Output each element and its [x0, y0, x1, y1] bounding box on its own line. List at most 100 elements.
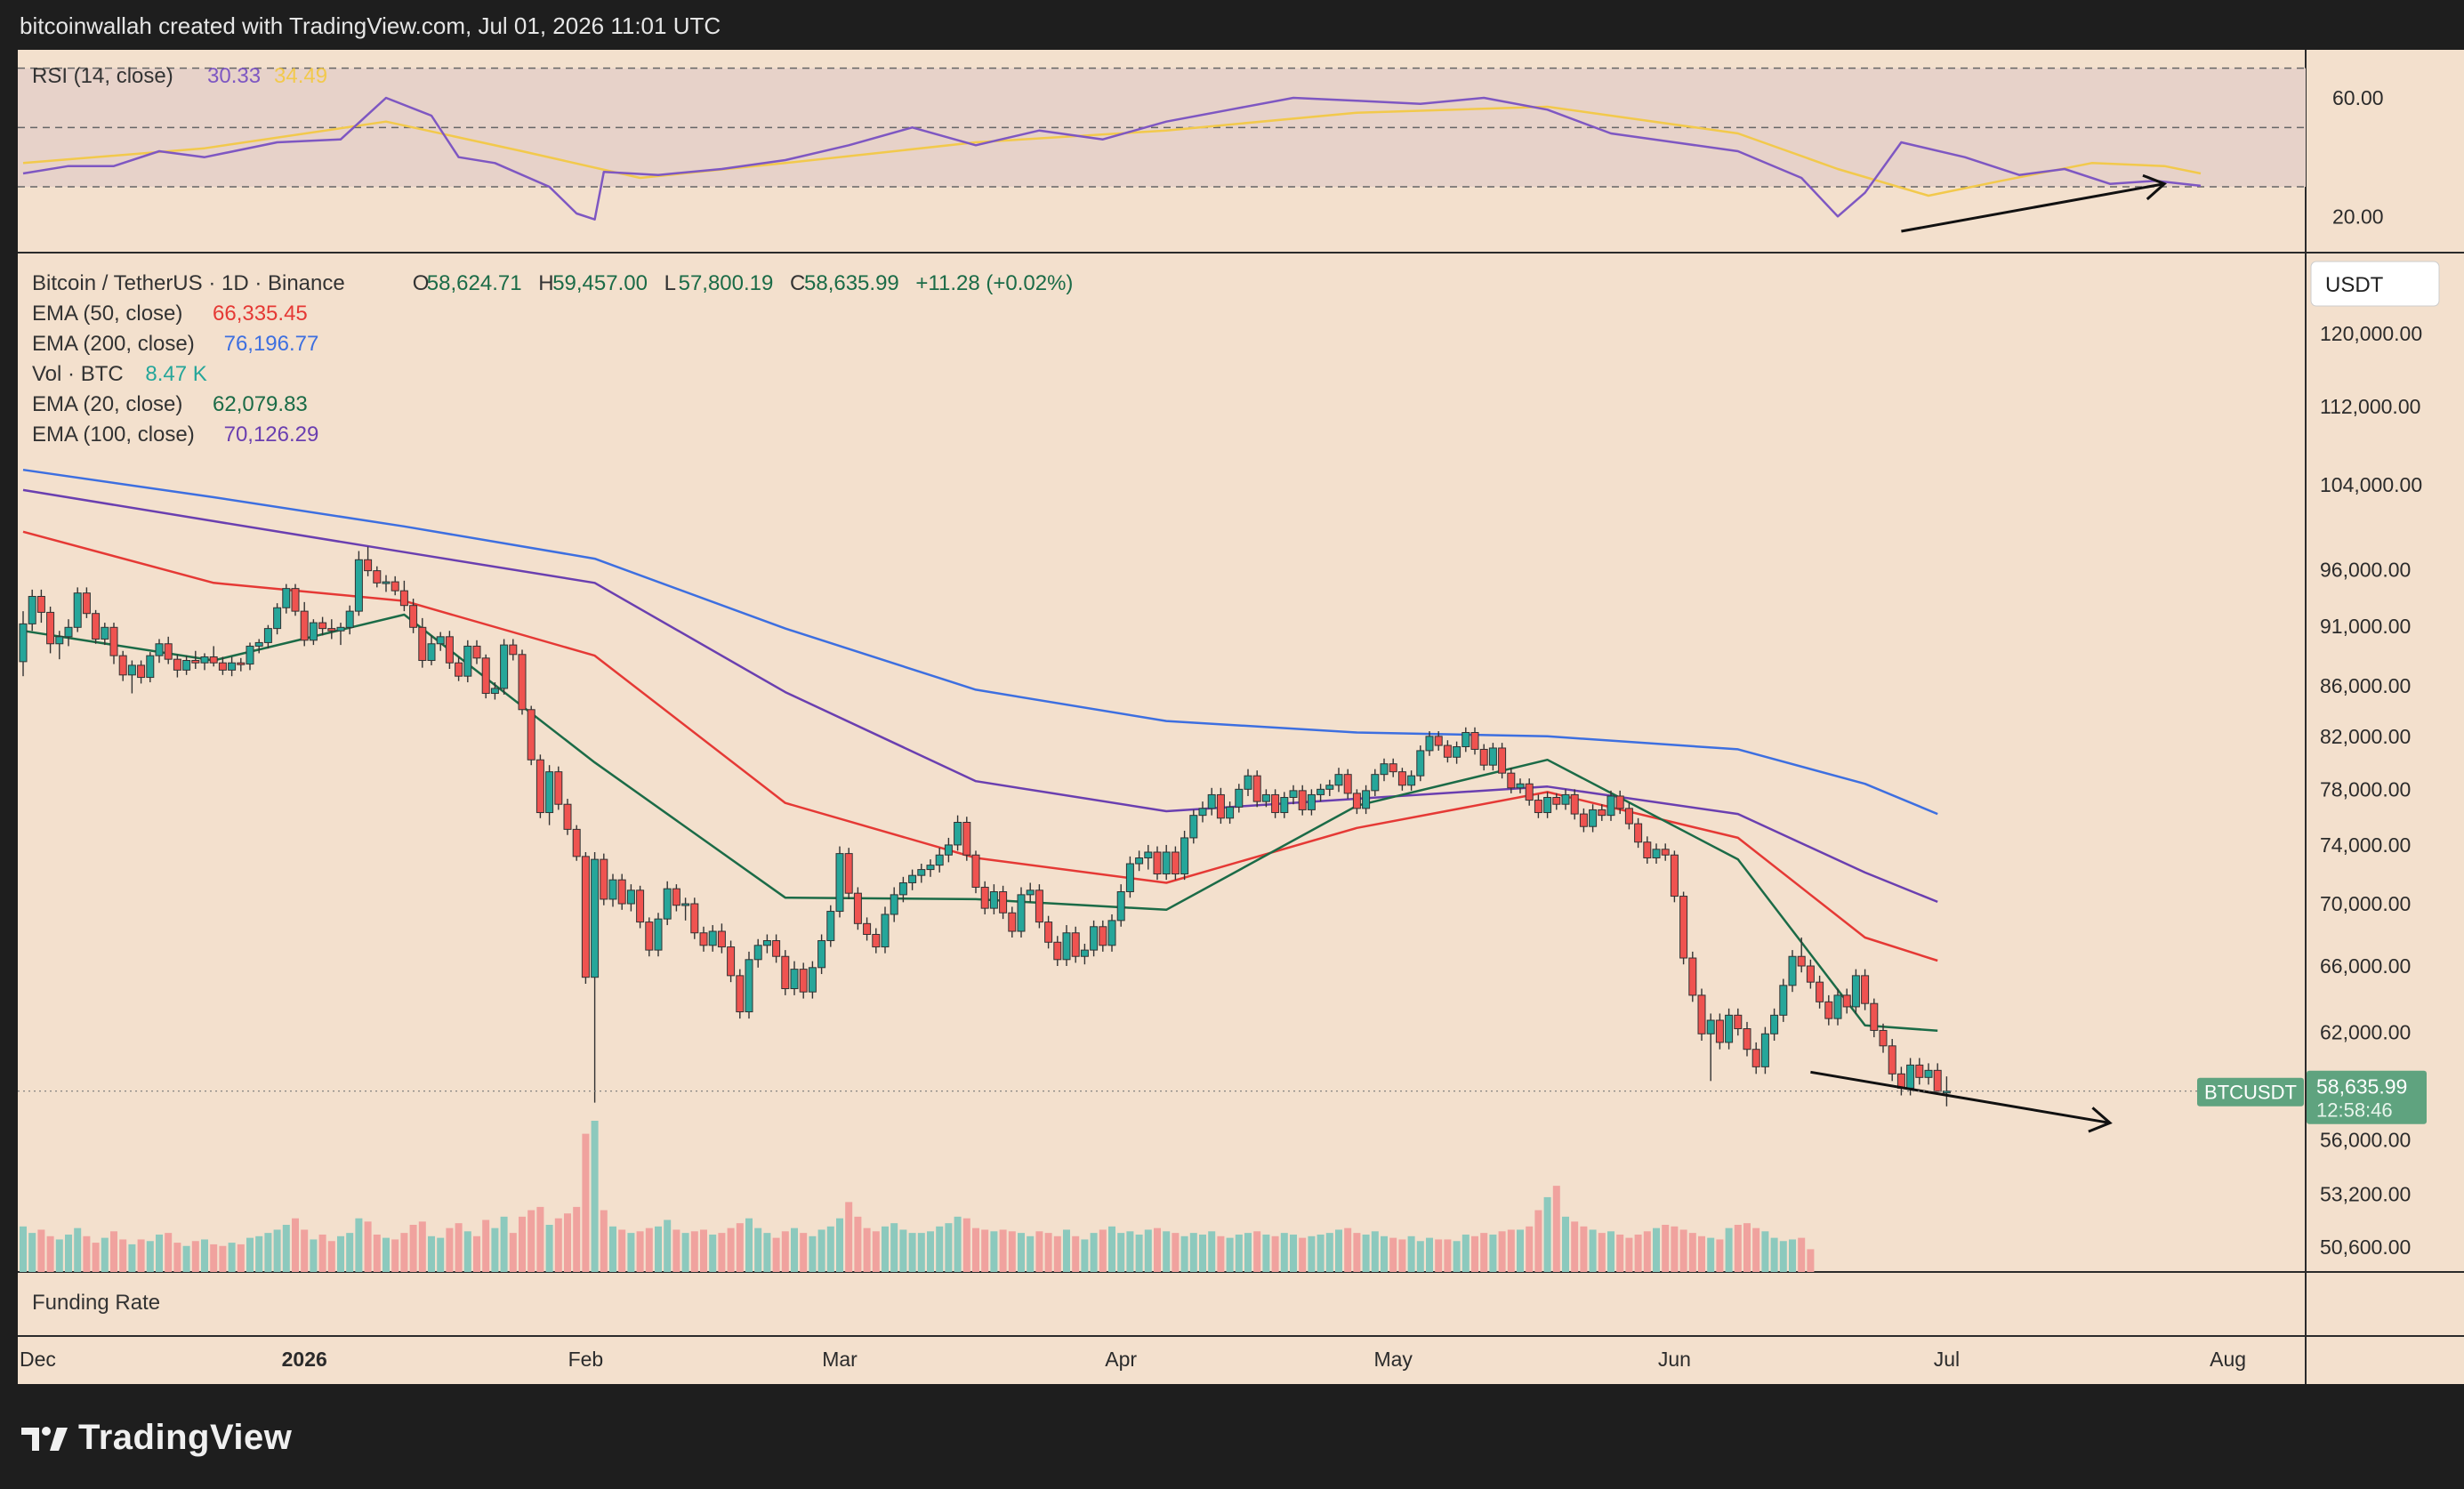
candle[interactable]	[1053, 941, 1062, 961]
candle[interactable]	[1352, 793, 1361, 809]
candle[interactable]	[1652, 849, 1661, 858]
tradingview-logo[interactable]: TradingView	[20, 1418, 292, 1458]
candle[interactable]	[527, 709, 535, 761]
candle[interactable]	[1570, 793, 1579, 815]
candle[interactable]	[1516, 783, 1525, 789]
candle[interactable]	[690, 903, 699, 934]
candle[interactable]	[745, 959, 753, 1013]
candle[interactable]	[291, 588, 300, 612]
candle[interactable]	[654, 918, 663, 951]
candle[interactable]	[917, 869, 926, 876]
candle[interactable]	[46, 611, 55, 645]
candle[interactable]	[645, 922, 654, 951]
candle[interactable]	[1760, 1033, 1769, 1067]
candle[interactable]	[1189, 815, 1198, 839]
candle[interactable]	[799, 969, 808, 993]
candle[interactable]	[36, 595, 45, 613]
candle[interactable]	[971, 854, 980, 888]
candle[interactable]	[890, 894, 898, 915]
candle[interactable]	[1933, 1069, 1942, 1092]
candle[interactable]	[1407, 775, 1416, 786]
candle[interactable]	[935, 854, 944, 866]
candle[interactable]	[1453, 746, 1461, 758]
candle[interactable]	[1317, 788, 1325, 795]
candle[interactable]	[1116, 891, 1125, 922]
candle[interactable]	[790, 969, 799, 990]
candle[interactable]	[1107, 920, 1116, 946]
candle[interactable]	[336, 626, 345, 632]
candle[interactable]	[101, 626, 109, 640]
candle[interactable]	[1090, 926, 1099, 951]
currency-selector[interactable]	[2310, 261, 2440, 307]
candle[interactable]	[1271, 793, 1280, 814]
candle[interactable]	[636, 889, 645, 923]
candle[interactable]	[1870, 1002, 1879, 1031]
candle[interactable]	[863, 922, 872, 935]
candle[interactable]	[399, 590, 408, 607]
candle[interactable]	[563, 803, 572, 830]
candle[interactable]	[1171, 851, 1180, 875]
candle[interactable]	[1534, 800, 1542, 814]
candle[interactable]	[1743, 1028, 1751, 1050]
candle[interactable]	[1879, 1029, 1888, 1047]
candle[interactable]	[617, 879, 626, 905]
candle[interactable]	[382, 581, 391, 584]
candle[interactable]	[999, 891, 1008, 914]
candle[interactable]	[872, 933, 881, 948]
candle[interactable]	[1888, 1045, 1896, 1074]
candle[interactable]	[898, 881, 907, 896]
candle[interactable]	[1389, 763, 1397, 773]
candle[interactable]	[1017, 894, 1026, 932]
candle[interactable]	[445, 636, 454, 664]
price-panel[interactable]	[18, 468, 2306, 1272]
candle[interactable]	[608, 879, 617, 900]
candle[interactable]	[1380, 763, 1389, 776]
candle[interactable]	[182, 660, 191, 671]
candle[interactable]	[1498, 747, 1507, 774]
candle[interactable]	[1661, 849, 1670, 856]
candle[interactable]	[1416, 750, 1425, 777]
candle[interactable]	[1334, 774, 1343, 786]
candle[interactable]	[1044, 922, 1053, 943]
candle[interactable]	[1670, 854, 1679, 897]
candle[interactable]	[1216, 793, 1225, 819]
candle[interactable]	[1788, 955, 1797, 986]
candle[interactable]	[1543, 797, 1552, 814]
candle[interactable]	[391, 581, 399, 592]
candle[interactable]	[118, 655, 127, 676]
candle[interactable]	[1362, 790, 1371, 809]
candle[interactable]	[1715, 1019, 1724, 1043]
candle[interactable]	[137, 664, 146, 679]
candle[interactable]	[572, 828, 581, 857]
candle[interactable]	[1770, 1014, 1779, 1034]
candle[interactable]	[1679, 896, 1688, 959]
candle[interactable]	[1725, 1014, 1734, 1043]
candle[interactable]	[1062, 932, 1071, 961]
candle[interactable]	[926, 865, 935, 871]
candle[interactable]	[600, 858, 608, 900]
candle[interactable]	[954, 821, 962, 846]
candle[interactable]	[409, 605, 418, 628]
candle[interactable]	[1598, 809, 1606, 817]
candle[interactable]	[92, 613, 101, 640]
candle[interactable]	[1289, 790, 1298, 799]
candle[interactable]	[209, 656, 218, 664]
candle[interactable]	[73, 592, 82, 628]
candle[interactable]	[1397, 771, 1406, 786]
candle[interactable]	[1298, 790, 1307, 810]
candle[interactable]	[1734, 1014, 1743, 1030]
candle[interactable]	[155, 643, 164, 656]
candle[interactable]	[1634, 823, 1643, 843]
candle[interactable]	[844, 853, 853, 894]
candle[interactable]	[481, 657, 490, 695]
candle[interactable]	[1624, 808, 1633, 825]
candle[interactable]	[1906, 1064, 1915, 1089]
candle[interactable]	[762, 940, 771, 946]
candle[interactable]	[246, 645, 254, 665]
candle[interactable]	[1479, 748, 1488, 766]
candle[interactable]	[1226, 806, 1235, 819]
candle[interactable]	[1924, 1069, 1933, 1078]
candle[interactable]	[881, 914, 890, 948]
candle[interactable]	[1507, 772, 1516, 789]
candle[interactable]	[753, 945, 762, 961]
